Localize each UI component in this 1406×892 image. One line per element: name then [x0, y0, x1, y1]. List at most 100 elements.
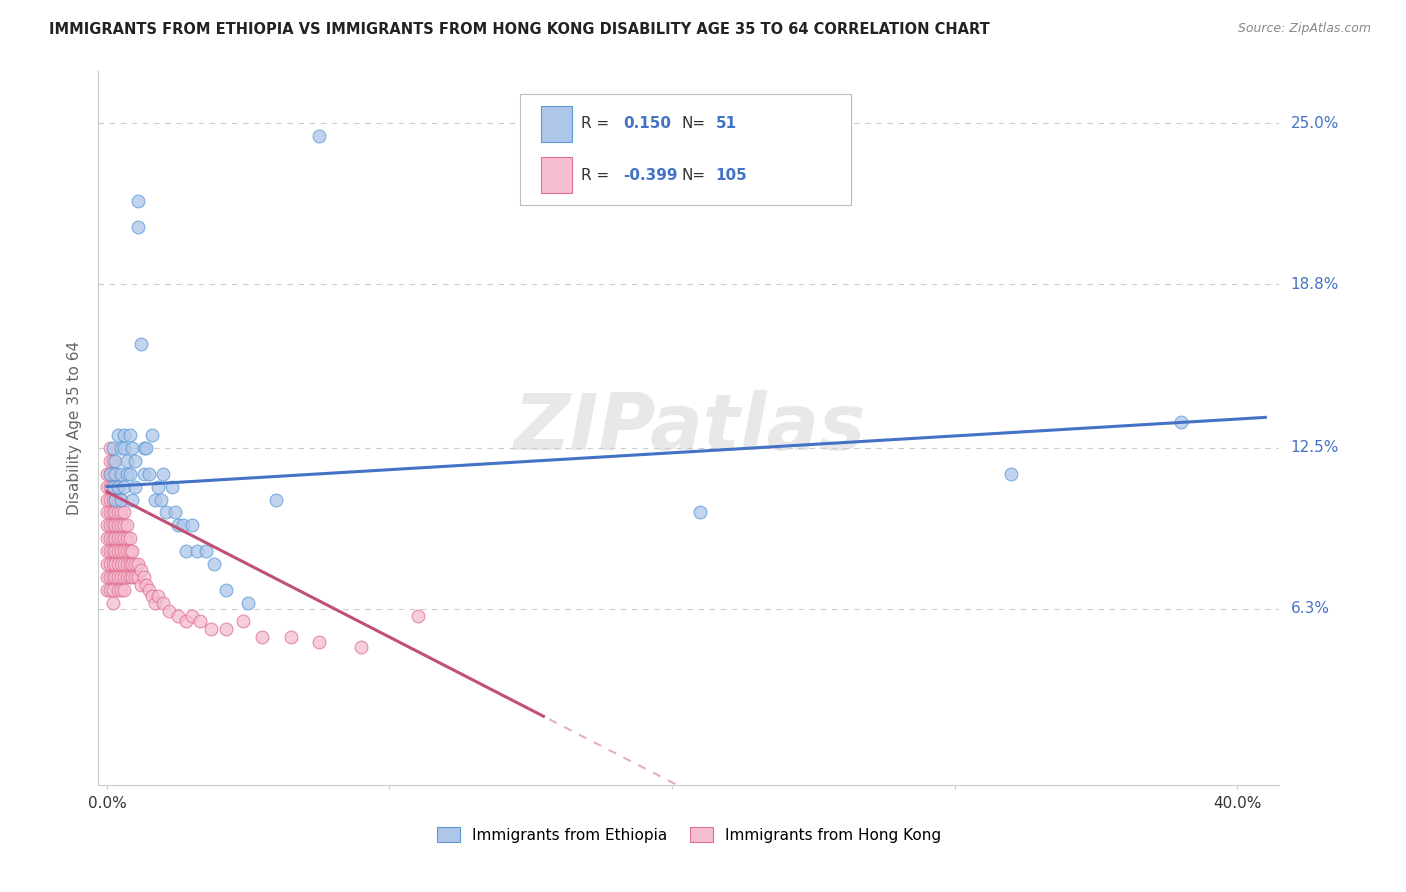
- Point: [101, 583, 124, 598]
- Point: [96, 506, 118, 520]
- Point: [112, 570, 135, 584]
- Point: [104, 492, 127, 507]
- Point: [96, 570, 118, 584]
- Point: [188, 615, 211, 629]
- Point: [406, 609, 429, 624]
- Point: [115, 518, 138, 533]
- Point: [202, 558, 225, 572]
- Point: [146, 479, 169, 493]
- Point: [101, 479, 124, 493]
- Point: [101, 544, 124, 558]
- Point: [98, 492, 121, 507]
- Text: ZIPatlas: ZIPatlas: [513, 390, 865, 467]
- Point: [107, 544, 129, 558]
- Point: [118, 427, 141, 442]
- Point: [124, 479, 146, 493]
- Point: [1170, 415, 1192, 429]
- Point: [101, 558, 124, 572]
- Point: [101, 441, 124, 455]
- Text: R =: R =: [581, 168, 609, 183]
- Point: [104, 453, 127, 467]
- Point: [138, 583, 160, 598]
- Point: [104, 558, 127, 572]
- Point: [101, 518, 124, 533]
- Point: [141, 589, 163, 603]
- Point: [231, 615, 253, 629]
- Point: [112, 479, 135, 493]
- Text: 0.150: 0.150: [623, 116, 671, 131]
- Point: [152, 596, 174, 610]
- Point: [121, 570, 143, 584]
- Point: [110, 558, 132, 572]
- Point: [180, 609, 202, 624]
- Text: IMMIGRANTS FROM ETHIOPIA VS IMMIGRANTS FROM HONG KONG DISABILITY AGE 35 TO 64 CO: IMMIGRANTS FROM ETHIOPIA VS IMMIGRANTS F…: [49, 22, 990, 37]
- Point: [104, 492, 127, 507]
- Point: [214, 583, 236, 598]
- Point: [124, 570, 146, 584]
- Point: [174, 615, 197, 629]
- Point: [115, 453, 138, 467]
- Point: [112, 518, 135, 533]
- Point: [98, 479, 121, 493]
- Point: [101, 479, 124, 493]
- Point: [186, 544, 208, 558]
- Point: [107, 427, 129, 442]
- Point: [127, 220, 149, 235]
- Point: [101, 532, 124, 546]
- Point: [96, 479, 118, 493]
- Point: [112, 427, 135, 442]
- Point: [118, 570, 141, 584]
- Point: [129, 563, 152, 577]
- Text: 51: 51: [716, 116, 737, 131]
- Point: [266, 492, 288, 507]
- Text: Source: ZipAtlas.com: Source: ZipAtlas.com: [1237, 22, 1371, 36]
- Point: [308, 129, 330, 144]
- Text: 18.8%: 18.8%: [1291, 277, 1339, 292]
- Point: [96, 583, 118, 598]
- Text: 105: 105: [716, 168, 748, 183]
- Point: [127, 194, 149, 208]
- Point: [107, 506, 129, 520]
- Point: [96, 558, 118, 572]
- Point: [110, 492, 132, 507]
- Point: [132, 570, 155, 584]
- Point: [104, 506, 127, 520]
- Point: [152, 467, 174, 481]
- Point: [107, 479, 129, 493]
- Point: [110, 441, 132, 455]
- Point: [118, 558, 141, 572]
- Point: [174, 544, 197, 558]
- Point: [98, 506, 121, 520]
- Point: [110, 467, 132, 481]
- Point: [104, 479, 127, 493]
- Text: 12.5%: 12.5%: [1291, 440, 1339, 455]
- Point: [149, 492, 172, 507]
- Point: [110, 506, 132, 520]
- Point: [107, 492, 129, 507]
- Point: [135, 578, 157, 592]
- Point: [135, 441, 157, 455]
- Point: [96, 467, 118, 481]
- Point: [110, 570, 132, 584]
- Point: [98, 453, 121, 467]
- Point: [1000, 467, 1022, 481]
- Text: R =: R =: [581, 116, 609, 131]
- Point: [172, 518, 194, 533]
- Point: [180, 518, 202, 533]
- Point: [118, 544, 141, 558]
- Text: 25.0%: 25.0%: [1291, 116, 1339, 131]
- Point: [160, 479, 183, 493]
- Point: [115, 532, 138, 546]
- Point: [163, 506, 186, 520]
- Point: [98, 544, 121, 558]
- Point: [107, 518, 129, 533]
- Point: [308, 635, 330, 649]
- Point: [112, 441, 135, 455]
- Point: [112, 506, 135, 520]
- Point: [141, 427, 163, 442]
- Point: [110, 544, 132, 558]
- Point: [96, 532, 118, 546]
- Point: [138, 467, 160, 481]
- Point: [124, 558, 146, 572]
- Point: [98, 518, 121, 533]
